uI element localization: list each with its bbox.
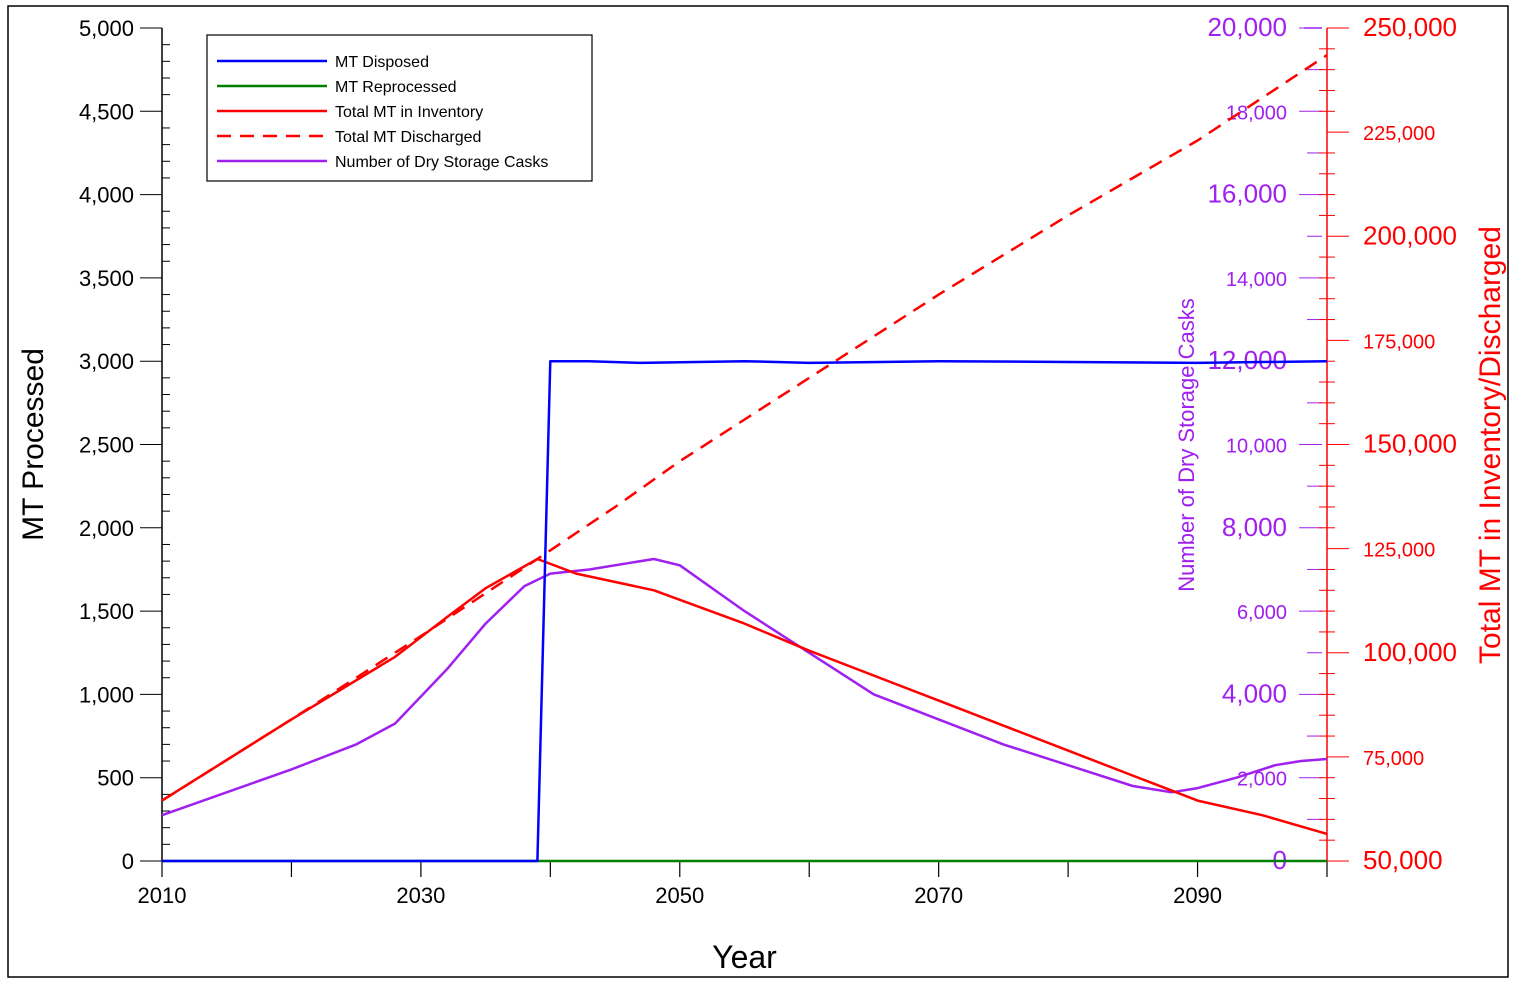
y-right-outer-tick-label: 200,000 [1363,220,1457,250]
y-right-inner-tick-label: 12,000 [1207,345,1287,375]
y-right-inner-tick-label: 18,000 [1226,102,1287,124]
legend-label: Total MT in Inventory [335,104,483,121]
y-right-inner-tick-label: 8,000 [1222,512,1287,542]
x-tick-label: 2070 [914,883,963,908]
x-tick-label: 2090 [1173,883,1222,908]
y-right-inner-axis-title: Number of Dry Storage Casks [1174,298,1199,591]
legend: MT Disposed MT Reprocessed Total MT in Inv… [206,34,593,182]
x-axis-title: Year [712,939,777,975]
x-tick-label: 2010 [138,883,187,908]
series-line-number-of-dry-storage-casks [161,557,1328,817]
axes: 2010 2030 2050 2070 2090 0 500 1,000 1,500 2,000 2… [79,12,1457,908]
y-right-inner-tick-label: 16,000 [1207,179,1287,209]
x-tick-label: 2050 [655,883,704,908]
series-lines [161,54,1328,863]
y-left-tick-label: 4,500 [79,99,134,124]
y-right-inner-tick-label: 2,000 [1237,769,1287,791]
legend-label: MT Disposed [335,54,429,71]
y-right-outer-axis-title: Total MT in Inventory/Discharged [1474,226,1507,664]
x-tick-label: 2030 [396,883,445,908]
legend-label: MT Reprocessed [335,79,457,96]
series-line-mt-disposed [162,359,1328,863]
y-left-tick-label: 2,000 [79,516,134,541]
y-right-outer-tick-label: 75,000 [1363,748,1424,770]
y-right-outer-tick-label: 225,000 [1363,123,1435,145]
y-left-axis-title: MT Processed [17,348,50,541]
y-left-tick-label: 2,500 [79,433,134,458]
axis-titles: Year MT Processed Number of Dry Storage Ca… [17,226,1507,975]
y-left-tick-label: 1,500 [79,599,134,624]
y-left-tick-label: 1,000 [79,682,134,707]
y-left-tick-label: 5,000 [79,16,134,41]
y-right-outer-tick-label: 250,000 [1363,12,1457,42]
y-right-inner-tick-label: 10,000 [1226,436,1287,458]
y-left-tick-label: 500 [97,766,134,791]
legend-label: Total MT Discharged [335,129,481,146]
y-right-outer-tick-label: 100,000 [1363,637,1457,667]
y-right-outer-tick-label: 125,000 [1363,540,1435,562]
y-left-tick-label: 3,000 [79,349,134,374]
y-right-outer-tick-label: 150,000 [1363,429,1457,459]
y-right-outer-tick-label: 175,000 [1363,331,1435,353]
y-right-inner-tick-label: 6,000 [1237,602,1287,624]
y-right-inner-tick-label: 14,000 [1226,269,1287,291]
y-left-tick-label: 3,500 [79,266,134,291]
y-left-tick-label: 4,000 [79,183,134,208]
y-right-inner-tick-label: 20,000 [1207,12,1287,42]
legend-label: Number of Dry Storage Casks [335,154,548,171]
y-right-outer-tick-label: 50,000 [1363,845,1443,875]
y-left-tick-label: 0 [122,849,134,874]
legend-box [206,34,593,182]
series-line-total-mt-in-inventory [161,557,1328,836]
y-right-inner-tick-label: 4,000 [1222,678,1287,708]
series-line-total-mt-discharged [161,54,1328,802]
